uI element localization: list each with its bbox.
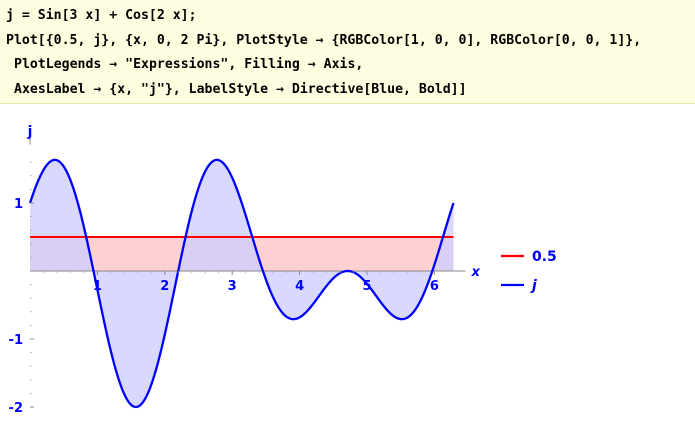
- function-fill: [30, 159, 454, 407]
- y-tick-label: -1: [9, 333, 23, 348]
- x-tick-label: 4: [295, 279, 304, 294]
- series-function-line: [28, 158, 455, 409]
- input-line-1: j = Sin[3 x] + Cos[2 x];: [6, 8, 197, 23]
- x-tick-label: 2: [160, 279, 169, 294]
- y-axis-label: j: [27, 124, 33, 140]
- input-cell[interactable]: j = Sin[3 x] + Cos[2 x]; Plot[{0.5, j}, …: [0, 0, 695, 104]
- x-axis-label: x: [470, 265, 480, 280]
- y-tick-label: -2: [9, 401, 23, 416]
- x-tick-label: 1: [93, 279, 102, 294]
- plot-svg: 1 2 3 4 5 6 -2 -1 1 x j 0.5 j: [9, 124, 557, 416]
- input-line-4: AxesLabel → {x, "j"}, LabelStyle → Direc…: [14, 81, 467, 97]
- x-tick-label: 6: [430, 279, 439, 294]
- input-line-2: Plot[{0.5, j}, {x, 0, 2 Pi}, PlotStyle →…: [6, 32, 642, 48]
- x-tick-label: 5: [362, 279, 371, 294]
- fill-layer: [30, 159, 454, 407]
- x-tick-label: 3: [228, 279, 237, 294]
- curve-layer: [28, 158, 455, 409]
- input-line-3: PlotLegends → "Expressions", Filling → A…: [14, 57, 364, 72]
- legend-label: j: [530, 278, 537, 294]
- y-tick-label: 1: [14, 197, 23, 212]
- output-plot[interactable]: 1 2 3 4 5 6 -2 -1 1 x j 0.5 j: [0, 112, 695, 436]
- legend-label: 0.5: [532, 249, 557, 265]
- tick-layer: 1 2 3 4 5 6 -2 -1 1 x j: [9, 124, 481, 416]
- legend: 0.5 j: [501, 249, 557, 294]
- axes-layer: [29, 128, 466, 272]
